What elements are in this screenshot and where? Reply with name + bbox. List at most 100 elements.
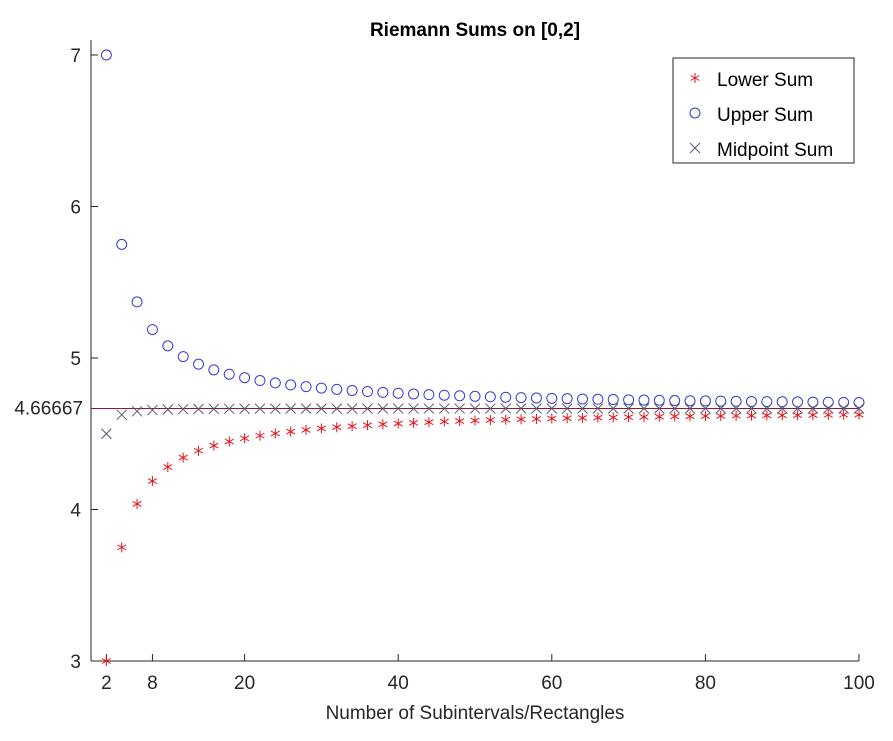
- midpoint-sum-point: [669, 403, 681, 414]
- marker-stroke: [223, 403, 235, 415]
- upper-sum-point: [684, 395, 696, 407]
- lower-sum-point: [624, 412, 634, 423]
- marker-stroke: [101, 658, 111, 664]
- lower-sum-point: [163, 462, 173, 473]
- lower-sum-point: [193, 445, 204, 456]
- marker-stroke: [162, 404, 174, 415]
- upper-sum-point: [592, 393, 604, 405]
- upper-sum-point: [193, 358, 205, 370]
- lower-sum-point: [316, 423, 326, 434]
- lower-sum-point: [516, 414, 526, 425]
- midpoint-sum-point: [208, 403, 220, 415]
- marker-stroke: [577, 414, 588, 421]
- marker-stroke: [285, 403, 297, 415]
- marker-stroke: [377, 403, 389, 414]
- marker-stroke: [777, 412, 787, 419]
- legend-item-lower-sum: Lower Sum: [690, 70, 813, 91]
- lower-sum-point: [439, 416, 449, 427]
- marker-stroke: [654, 413, 664, 420]
- x-tick-label: 20: [234, 673, 255, 694]
- upper-sum-point: [100, 49, 112, 61]
- lower-sum-point: [854, 409, 864, 420]
- midpoint-sum-point: [223, 403, 235, 415]
- marker-stroke: [331, 403, 343, 414]
- marker-stroke: [393, 420, 403, 427]
- marker-stroke: [762, 412, 772, 419]
- lower-sum-point: [746, 410, 757, 421]
- midpoint-sum-point: [131, 405, 143, 417]
- upper-sum-point: [730, 395, 742, 407]
- midpoint-sum-point: [546, 403, 558, 414]
- midpoint-sum-point: [147, 404, 158, 416]
- y-tick-label: 5: [70, 349, 81, 370]
- marker-stroke: [300, 403, 312, 414]
- upper-sum-point: [315, 382, 327, 394]
- marker-stroke: [561, 403, 573, 414]
- lower-sum-point: [101, 656, 111, 666]
- marker-stroke: [593, 414, 603, 421]
- marker-stroke: [839, 411, 849, 418]
- upper-sum-point: [438, 389, 450, 401]
- upper-sum-point: [699, 395, 711, 407]
- upper-sum-point: [792, 396, 804, 408]
- midpoint-sum-point: [500, 403, 512, 414]
- upper-sum-point: [423, 389, 435, 401]
- lower-sum-point: [731, 410, 741, 421]
- midpoint-sum-point: [485, 403, 496, 414]
- marker-stroke: [792, 403, 803, 414]
- midpoint-sum-point: [377, 403, 389, 414]
- midpoint-sum-point: [239, 403, 250, 415]
- marker-stroke: [607, 403, 619, 414]
- midpoint-sum-point: [392, 403, 404, 414]
- upper-sum-point: [745, 395, 757, 407]
- legend-label-lower-sum: Lower Sum: [717, 70, 813, 91]
- marker-stroke: [378, 421, 388, 428]
- lower-sum-point: [485, 415, 495, 426]
- midpoint-sum-point: [269, 403, 281, 415]
- marker-stroke: [623, 403, 634, 414]
- marker-stroke: [470, 417, 480, 424]
- upper-sum-point: [546, 392, 558, 404]
- marker-stroke: [700, 403, 711, 414]
- midpoint-sum-point: [346, 403, 358, 414]
- marker-stroke: [255, 432, 265, 439]
- upper-sum-point: [715, 395, 727, 407]
- midpoint-sum-point: [638, 403, 650, 414]
- lower-sum-point: [593, 412, 603, 423]
- midpoint-sum-point: [577, 403, 588, 414]
- midpoint-sum-point: [193, 403, 204, 415]
- y-tick-label: 3: [70, 652, 81, 673]
- marker-stroke: [689, 142, 701, 154]
- lower-sum-point: [347, 421, 357, 432]
- marker-stroke: [823, 411, 833, 418]
- legend-marker-lower-sum: [690, 73, 700, 83]
- marker-stroke: [562, 415, 572, 422]
- legend-item-midpoint-sum: Midpoint Sum: [689, 140, 833, 161]
- lower-sum-point: [547, 413, 557, 424]
- legend-marker-upper-sum: [689, 107, 701, 119]
- midpoint-sum-point: [607, 403, 619, 414]
- upper-sum-point: [346, 384, 358, 396]
- marker-stroke: [362, 422, 373, 429]
- marker-stroke: [531, 415, 542, 422]
- upper-sum-point: [223, 368, 235, 380]
- marker-stroke: [501, 416, 511, 423]
- midpoint-sum-point: [822, 403, 834, 414]
- midpoint-sum-point: [853, 403, 865, 414]
- x-tick-label: 2: [101, 673, 112, 694]
- upper-sum-point: [331, 383, 343, 395]
- upper-sum-point: [776, 396, 788, 408]
- lower-sum-point: [716, 410, 726, 421]
- midpoint-sum-point: [761, 403, 773, 414]
- lower-sum-point: [685, 411, 695, 422]
- marker-stroke: [469, 403, 481, 414]
- marker-stroke: [316, 425, 326, 432]
- marker-stroke: [101, 428, 112, 440]
- x-tick-label: 60: [541, 673, 562, 694]
- marker-stroke: [531, 403, 542, 414]
- reference-line-label: 4.66667: [14, 398, 83, 419]
- midpoint-sum-point: [101, 428, 112, 440]
- upper-sum-point: [653, 394, 665, 406]
- upper-sum-point: [177, 351, 189, 363]
- midpoint-sum-point: [454, 403, 465, 414]
